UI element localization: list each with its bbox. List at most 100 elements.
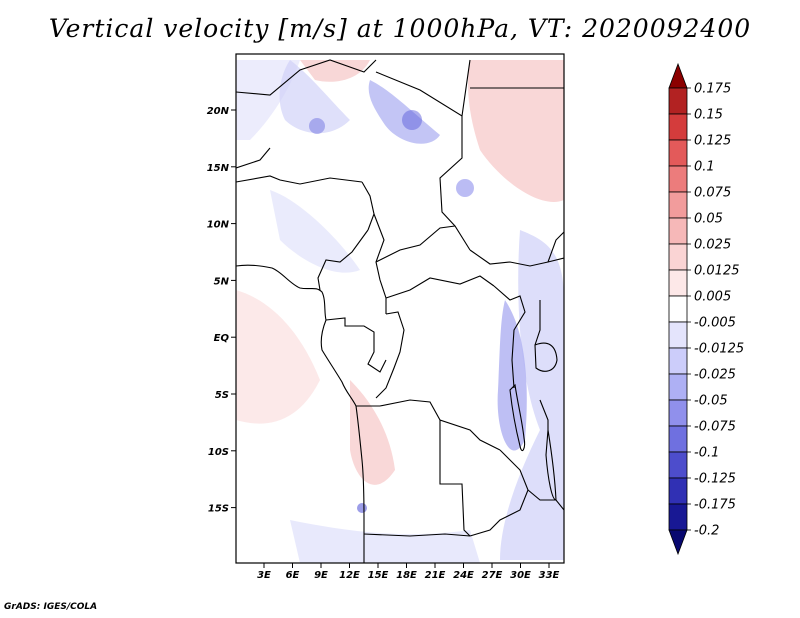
colorbar-swatch — [668, 243, 688, 271]
lat-tick-label: 15S — [208, 504, 229, 515]
shade-blue-spot-3 — [309, 118, 325, 134]
colorbar-label: 0.15 — [694, 108, 723, 123]
colorbar-label: -0.05 — [694, 394, 728, 409]
lat-tick-label: 20N — [207, 106, 230, 117]
border-angola-namibia — [363, 533, 471, 537]
colorbar-label: 0.05 — [694, 212, 723, 227]
colorbar-label: 0.1 — [694, 160, 715, 175]
colorbar-swatch — [668, 451, 688, 479]
shade-red-nw — [300, 60, 370, 82]
colorbar-swatch — [668, 295, 688, 323]
colorbar-swatch — [668, 477, 688, 505]
colorbar-swatch — [668, 321, 688, 349]
lat-tick-label: 5S — [215, 390, 229, 401]
lon-tick-label: 15E — [368, 570, 389, 581]
colorbar-swatch — [668, 503, 688, 531]
map-borders — [236, 59, 564, 563]
border-chad-sudan — [439, 116, 471, 251]
border-algeria-niger — [236, 59, 377, 96]
shade-blue-spot-2 — [402, 110, 422, 130]
border-tanzania — [539, 399, 549, 430]
border-congo-gabon — [325, 317, 387, 373]
lon-tick-label: 21E — [425, 570, 446, 581]
colorbar-label: -0.2 — [694, 524, 719, 539]
field-shading — [236, 60, 564, 563]
border-car-south — [385, 275, 495, 299]
lon-tick-label: 3E — [257, 570, 271, 581]
shade-red-ne — [468, 60, 564, 202]
grads-credit: GrADS: IGES/COLA — [4, 602, 98, 612]
colorbar-label: 0.025 — [694, 238, 731, 253]
lon-tick-label: 12E — [339, 570, 360, 581]
shade-red-ocean — [236, 290, 320, 424]
border-drc-angola — [356, 399, 501, 451]
shade-blue-west — [236, 60, 300, 140]
lat-tick-label: EQ — [214, 333, 230, 344]
colorbar-label: -0.025 — [694, 368, 736, 383]
border-chad-car — [375, 225, 456, 263]
colorbar-label: 0.0125 — [694, 264, 740, 279]
border-kenya-uganda — [534, 300, 541, 346]
latitude-axis: 20N 15N 10N 5N EQ 5S 10S 15S — [207, 106, 236, 515]
colorbar-swatch — [668, 399, 688, 427]
colorbar-label: -0.005 — [694, 316, 736, 331]
colorbar-swatch — [668, 113, 688, 141]
colorbar-label: -0.175 — [694, 498, 736, 513]
colorbar-label: 0.005 — [694, 290, 731, 305]
lat-tick-label: 15N — [207, 163, 230, 174]
colorbar-label: -0.0125 — [694, 342, 744, 357]
border-ethiopia — [547, 231, 564, 263]
lat-tick-label: 10S — [208, 447, 229, 458]
colorbar-label: 0.125 — [694, 134, 731, 149]
colorbar-label: 0.075 — [694, 186, 731, 201]
colorbar-swatch — [668, 269, 688, 297]
colorbar-cap-bottom — [668, 529, 688, 556]
border-libya-chad — [375, 59, 471, 117]
border-nigeria-cameroon — [317, 229, 369, 291]
colorbar-label: -0.125 — [694, 472, 736, 487]
chart-title: Vertical velocity [m/s] at 1000hPa, VT: … — [48, 14, 752, 43]
colorbar-label: -0.1 — [694, 446, 719, 461]
border-cameroon-car — [373, 213, 387, 314]
border-angola-zambia — [439, 420, 471, 537]
colorbar-swatch — [668, 217, 688, 245]
colorbar-label: -0.075 — [694, 420, 736, 435]
lon-tick-label: 18E — [396, 570, 417, 581]
colorbar-swatch — [668, 347, 688, 375]
lon-tick-label: 24E — [453, 570, 474, 581]
colorbar-swatch — [668, 139, 688, 167]
colorbar: 0.175 0.15 0.125 0.1 0.075 0.05 0.025 0.0125 0.0… — [668, 62, 744, 556]
border-niger-chad — [361, 181, 375, 231]
lon-tick-label: 6E — [286, 570, 300, 581]
colorbar-swatch — [668, 165, 688, 193]
lat-tick-label: 5N — [214, 276, 230, 287]
longitude-axis: 3E 6E 9E 12E 15E 18E 21E 24E 27E 30E 33E — [257, 563, 560, 581]
border-congo-drc — [375, 311, 405, 399]
shade-blue-south — [290, 520, 480, 563]
coastline-west — [236, 264, 365, 563]
shade-blue-spot-4 — [357, 503, 367, 513]
shade-blue-north — [279, 60, 350, 134]
colorbar-label: 0.175 — [694, 82, 731, 97]
border-sudan-south-sudan — [469, 249, 564, 267]
coastline-lake-tanganyika — [509, 383, 526, 452]
border-mozambique — [527, 489, 564, 511]
colorbar-swatch — [668, 191, 688, 219]
border-drc-east — [493, 285, 526, 389]
lon-tick-label: 9E — [314, 570, 328, 581]
border-mali-burkina — [236, 147, 271, 169]
colorbar-swatch — [668, 87, 688, 115]
border-niger-nigeria — [236, 175, 363, 185]
colorbar-swatch — [668, 425, 688, 453]
colorbar-swatch — [668, 373, 688, 401]
shade-blue-spot — [456, 179, 474, 197]
lat-tick-label: 10N — [207, 220, 230, 231]
lon-tick-label: 33E — [539, 570, 560, 581]
border-zambia-east — [469, 449, 529, 537]
lon-tick-label: 27E — [482, 570, 503, 581]
colorbar-cap-top — [668, 62, 688, 89]
lon-tick-label: 30E — [510, 570, 531, 581]
shade-blue-sahel — [368, 80, 440, 144]
map-frame — [235, 53, 565, 564]
